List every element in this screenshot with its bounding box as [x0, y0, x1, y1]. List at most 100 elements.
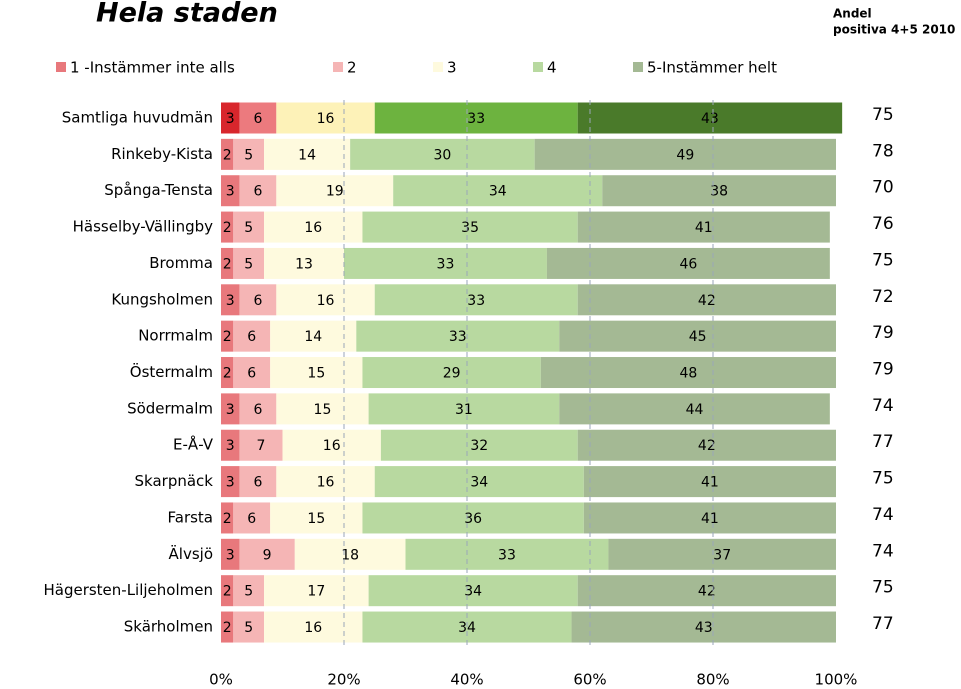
data-label: 34	[458, 620, 476, 636]
y-tick-label: Bromma	[149, 254, 213, 272]
bar-segment	[405, 538, 609, 570]
bar-segment	[583, 466, 836, 498]
data-label: 42	[698, 293, 716, 309]
x-tick-label: 40%	[450, 671, 483, 689]
y-tick-label: Kungsholmen	[111, 290, 213, 308]
bar-segment	[233, 138, 265, 170]
bar-segment	[221, 357, 234, 389]
data-label: 6	[253, 184, 262, 200]
right-value: 76	[872, 214, 894, 234]
x-tick-label: 20%	[327, 671, 360, 689]
bar-segment	[276, 102, 375, 134]
bar-segment	[602, 175, 836, 207]
data-label: 7	[257, 438, 266, 454]
data-label: 2	[223, 511, 232, 527]
data-label: 17	[307, 584, 325, 600]
data-label: 32	[470, 438, 488, 454]
x-tick-label: 60%	[573, 671, 606, 689]
bar-segment	[221, 393, 240, 425]
y-tick-label: Hässelby-Vällingby	[73, 218, 214, 236]
legend-swatch	[633, 62, 643, 72]
right-value: 75	[872, 469, 894, 489]
bar-segment	[239, 102, 277, 134]
right-value: 74	[872, 505, 894, 525]
data-label: 29	[443, 366, 461, 382]
y-tick-label: Samtliga huvudmän	[62, 109, 213, 127]
right-value: 75	[872, 250, 894, 270]
bar-segment	[344, 247, 547, 279]
bar-segment	[534, 138, 836, 170]
bar-segment	[239, 429, 283, 461]
data-label: 16	[317, 111, 335, 127]
data-label: 2	[223, 620, 232, 636]
legend-label: 4	[547, 59, 557, 77]
y-tick-label: Spånga-Tensta	[104, 181, 213, 199]
data-label: 5	[244, 584, 253, 600]
data-label: 42	[698, 584, 716, 600]
data-label: 16	[304, 620, 322, 636]
bar-segment	[233, 575, 265, 607]
data-label: 35	[461, 220, 479, 236]
data-label: 34	[464, 584, 482, 600]
bar-segment	[368, 575, 578, 607]
x-tick-label: 80%	[696, 671, 729, 689]
bar-segment	[356, 320, 560, 352]
bar-segment	[221, 320, 234, 352]
data-label: 37	[713, 547, 731, 563]
right-value: 79	[872, 360, 894, 380]
data-label: 6	[247, 366, 256, 382]
data-label: 44	[686, 402, 704, 418]
data-label: 33	[467, 293, 485, 309]
data-label: 16	[317, 475, 335, 491]
x-tick-label: 100%	[815, 671, 858, 689]
data-label: 34	[489, 184, 507, 200]
data-label: 48	[679, 366, 697, 382]
bar-segment	[374, 284, 578, 316]
bar-segment	[571, 611, 836, 643]
bar-segment	[294, 538, 406, 570]
y-tick-label: Södermalm	[127, 399, 213, 417]
right-value: 78	[872, 141, 894, 161]
data-label: 3	[226, 402, 235, 418]
data-label: 3	[226, 293, 235, 309]
legend-label: 5-Instämmer helt	[647, 59, 777, 77]
bar-segment	[221, 429, 240, 461]
y-tick-label: Älvsjö	[169, 544, 213, 563]
data-label: 6	[253, 111, 262, 127]
bar-segment	[221, 247, 234, 279]
bar-segment	[276, 393, 369, 425]
bar-segment	[264, 211, 363, 243]
data-label: 15	[314, 402, 332, 418]
right-value: 74	[872, 541, 894, 561]
bar-segment	[577, 575, 836, 607]
data-label: 34	[470, 475, 488, 491]
bar-segment	[546, 247, 830, 279]
bar-segment	[221, 538, 240, 570]
bar-segment	[239, 175, 277, 207]
legend-label: 2	[347, 59, 357, 77]
y-tick-label: Farsta	[168, 508, 214, 526]
data-label: 6	[253, 475, 262, 491]
data-label: 46	[679, 256, 697, 272]
bar-segment	[276, 284, 375, 316]
legend-swatch	[333, 62, 343, 72]
data-label: 2	[223, 256, 232, 272]
y-tick-label: Rinkeby-Kista	[111, 145, 213, 163]
data-label: 5	[244, 147, 253, 163]
chart-title: Hela staden	[96, 0, 278, 29]
data-label: 6	[247, 329, 256, 345]
data-label: 5	[244, 220, 253, 236]
bar-segment	[559, 320, 836, 352]
bar-segment	[233, 211, 265, 243]
right-value: 77	[872, 614, 894, 634]
bar-segment	[380, 429, 578, 461]
bar-segment	[221, 611, 234, 643]
data-label: 15	[307, 511, 325, 527]
right-value: 70	[872, 178, 894, 198]
data-label: 33	[437, 256, 455, 272]
y-tick-label: E-Å-V	[173, 435, 214, 454]
data-label: 36	[464, 511, 482, 527]
bar-segment	[276, 466, 375, 498]
y-tick-label: Norrmalm	[138, 327, 213, 345]
